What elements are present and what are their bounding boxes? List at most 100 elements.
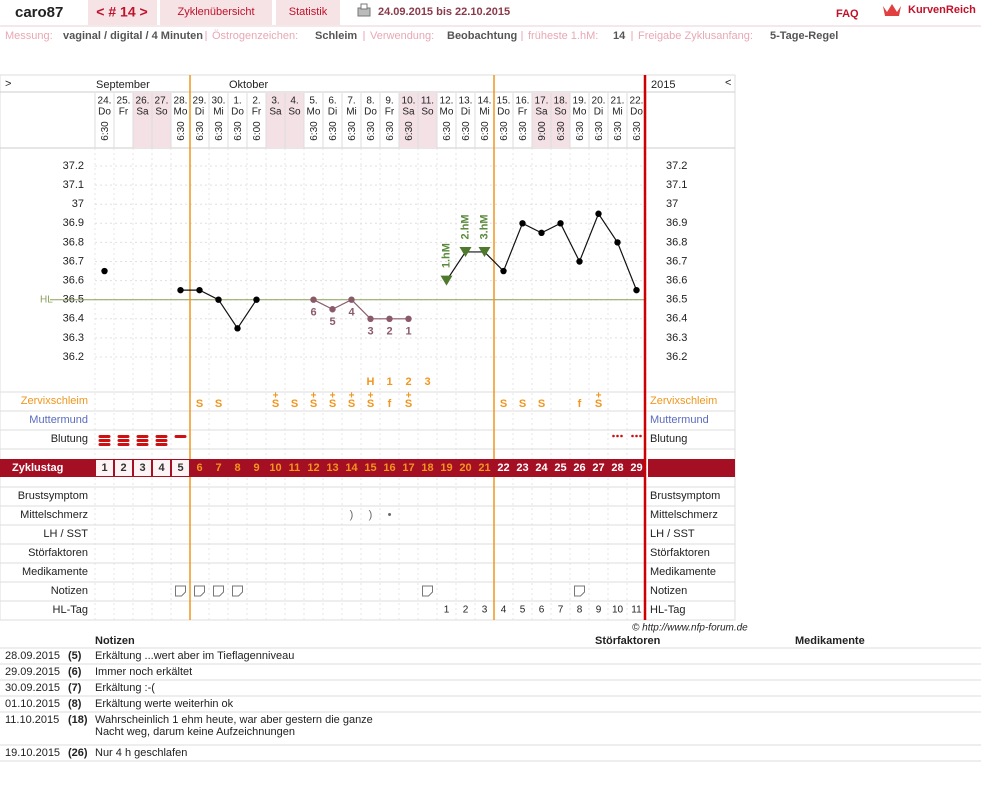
date: 28. [174,96,188,107]
weekday: Sa [402,107,415,118]
note-date: 01.10.2015 [5,698,60,710]
cycle-nav-bg[interactable] [88,0,157,25]
bleeding-icon [117,435,130,438]
temperature-point [234,325,241,332]
row-label: Medikamente [22,566,88,578]
date: 26. [136,96,150,107]
cycle-day: 8 [234,462,240,474]
row-label: Störfaktoren [650,547,710,559]
cycle-cell [172,460,189,476]
y-tick-label: 37.2 [666,160,687,172]
cycle-nav[interactable]: < # 14 > [96,4,147,20]
month-label: Oktober [229,79,268,91]
faq-link[interactable]: FAQ [836,8,859,20]
tab-bg[interactable] [276,0,340,25]
bleeding-icon [98,443,111,446]
time: 9:00 [537,121,548,141]
note-date: 28.09.2015 [5,650,60,662]
weekday: So [421,107,434,118]
tab[interactable]: Statistik [289,6,328,18]
weekend-shade [152,93,171,148]
date: 5. [309,96,317,107]
temperature-point [538,229,545,237]
hm-label: 2.hM [459,214,471,239]
chart-frame [0,74,736,621]
toggle[interactable]: < [725,77,731,89]
cervical: S [500,398,507,410]
brand[interactable]: KurvenReich [908,4,976,16]
bleeding-icon [155,443,168,446]
row-label: LH / SST [650,528,695,540]
weekday: Sa [535,107,548,118]
y-tick-label: 36.7 [666,255,687,267]
weekday: Sa [269,107,282,118]
date: 4. [290,96,298,107]
time: 6:30 [632,121,643,141]
y-tick-label: 37.2 [63,160,84,172]
date: 2. [252,96,260,107]
temperature-point [386,315,393,322]
time: 6:30 [100,121,111,141]
date: 25. [117,96,131,107]
temperature-point [633,286,640,294]
note-icon [574,585,585,597]
row-label: Blutung [650,433,687,445]
print-icon[interactable] [357,3,371,17]
date: 29. [193,96,207,107]
temperature-hm-point [440,275,453,286]
temperature-point [557,220,564,227]
weekday: Di [328,107,337,118]
cycle-day: 23 [516,462,528,474]
note-cycle-day: (5) [68,650,82,662]
tab[interactable]: Zyklenübersicht [177,6,254,18]
cervical-plus: + [596,391,602,402]
cervical: S [538,398,545,410]
time: 6:30 [404,121,415,141]
row-label: Notizen [650,585,687,597]
temperature-point [500,267,507,275]
weekday: Di [594,107,603,118]
cycle-day: 10 [269,462,281,474]
cycle-day: 13 [326,462,338,474]
weekday: Fr [119,107,129,118]
cervical: S [215,398,222,410]
weekend-shade [418,93,437,148]
hl-day: 11 [631,605,642,616]
cervical-plus: + [349,391,355,402]
weekday: Fr [385,107,395,118]
note-icon [194,585,205,597]
weekday: Do [630,107,643,118]
y-tick-label: 37.1 [666,179,687,191]
note-text: Immer noch erkältet [95,666,192,678]
bleeding-icon [136,439,149,442]
cycle-day: 22 [497,462,509,474]
notes-header: Medikamente [795,635,865,647]
date: 12. [440,96,454,107]
setting-label: früheste 1.hM: [528,30,598,42]
weekend-shade [133,93,152,148]
cervical: S [310,398,317,410]
temperature-point [348,296,355,303]
cervical: S [348,398,355,410]
bleeding-icon [117,439,130,442]
row-label: Brustsymptom [18,490,88,502]
month-label: September [96,79,150,91]
toggle[interactable]: > [5,78,11,90]
weekday: Mi [213,107,224,118]
note-cycle-day: (8) [68,698,82,710]
weekday: Di [461,107,470,118]
note-date: 29.09.2015 [5,666,60,678]
weekday: Di [195,107,204,118]
excluded-count: 4 [348,307,355,319]
cycle-day: 17 [402,462,414,474]
cervical: S [291,398,298,410]
note-icon [213,585,224,597]
excluded-count: 6 [310,307,316,319]
note-cycle-day: (7) [68,682,82,694]
date: 19. [573,96,587,107]
date: 9. [385,96,393,107]
excluded-count: 5 [329,316,335,328]
cycle-day: 5 [177,462,183,474]
tab-bg[interactable] [160,0,272,25]
bleeding-icon [616,434,619,438]
